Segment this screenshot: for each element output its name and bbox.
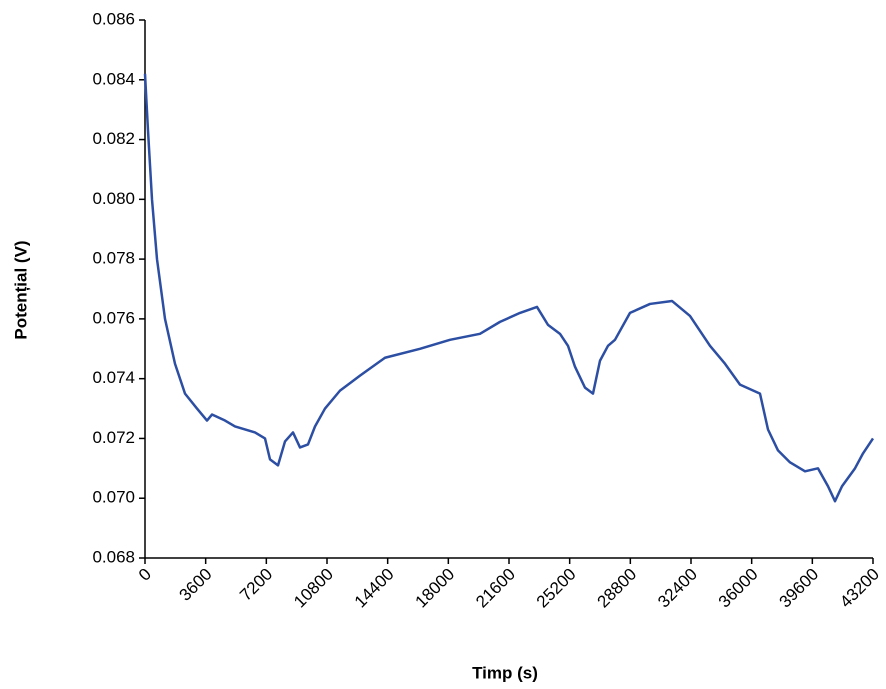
y-tick-label: 0.080 [92,189,135,208]
x-tick-label: 0 [135,565,155,585]
x-tick-label: 21600 [472,565,519,612]
x-tick-label: 36000 [715,565,762,612]
x-tick-label: 43200 [836,565,883,612]
x-tick-label: 39600 [775,565,822,612]
data-line [143,73,875,503]
y-tick-label: 0.070 [92,488,135,507]
x-tick-label: 28800 [593,565,640,612]
y-tick-label: 0.082 [92,129,135,148]
y-tick-label: 0.068 [92,547,135,566]
x-axis-label: Timp (s) [472,663,538,682]
x-tick-label: 18000 [411,565,458,612]
y-tick-label: 0.074 [92,368,135,387]
y-tick-label: 0.084 [92,69,135,88]
y-tick-label: 0.072 [92,428,135,447]
y-tick-label: 0.076 [92,308,135,327]
x-tick-label: 10800 [290,565,337,612]
y-tick-label: 0.078 [92,249,135,268]
x-tick-label: 25200 [533,565,580,612]
y-axis-label: Potențial (V) [11,240,30,339]
x-tick-label: 32400 [654,565,701,612]
y-tick-label: 0.086 [92,9,135,28]
x-tick-label: 3600 [175,565,215,605]
x-tick-label: 14400 [351,565,398,612]
x-tick-label: 7200 [236,565,276,605]
